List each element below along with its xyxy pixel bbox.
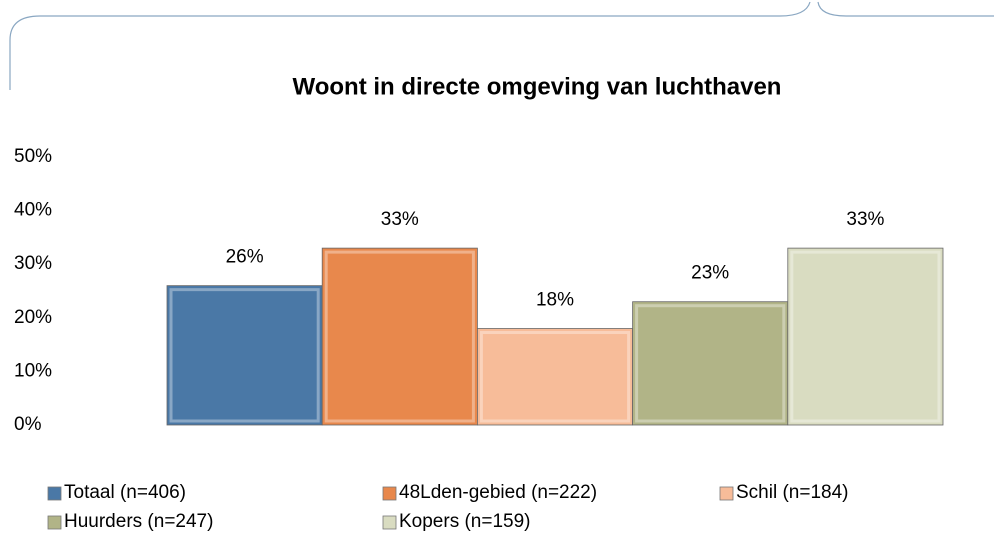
bar-bevel bbox=[169, 288, 320, 423]
bar bbox=[476, 328, 633, 426]
y-tick-label: 40% bbox=[14, 200, 52, 221]
data-label: 18% bbox=[536, 290, 574, 311]
bar-bevel bbox=[479, 331, 631, 423]
legend-label: Huurders (n=247) bbox=[64, 511, 213, 532]
data-label: 26% bbox=[226, 247, 264, 268]
legend-swatch bbox=[47, 486, 62, 501]
y-tick-label: 50% bbox=[14, 146, 52, 167]
frame-brace bbox=[9, 1, 994, 90]
legend-swatch bbox=[382, 486, 397, 501]
legend-label: Kopers (n=159) bbox=[399, 511, 531, 532]
data-label: 33% bbox=[846, 209, 884, 230]
legend-swatch bbox=[382, 515, 397, 530]
y-tick-label: 20% bbox=[14, 307, 52, 328]
bar bbox=[787, 247, 944, 426]
data-label: 23% bbox=[691, 263, 729, 284]
data-label: 33% bbox=[381, 209, 419, 230]
legend-swatch bbox=[719, 486, 734, 501]
bar-bevel bbox=[324, 250, 475, 423]
bar-bevel bbox=[635, 304, 786, 423]
bar bbox=[166, 285, 323, 426]
y-tick-label: 0% bbox=[14, 414, 42, 435]
legend-label: Schil (n=184) bbox=[736, 482, 848, 503]
legend-label: Totaal (n=406) bbox=[64, 482, 186, 503]
chart-title: Woont in directe omgeving van luchthaven bbox=[293, 73, 782, 100]
legend-swatch bbox=[47, 515, 62, 530]
y-tick-label: 10% bbox=[14, 360, 52, 381]
legend-label: 48Lden-gebied (n=222) bbox=[399, 482, 597, 503]
y-tick-label: 30% bbox=[14, 253, 52, 274]
bar bbox=[632, 301, 789, 426]
bar bbox=[321, 247, 478, 426]
bar-bevel bbox=[790, 250, 941, 423]
